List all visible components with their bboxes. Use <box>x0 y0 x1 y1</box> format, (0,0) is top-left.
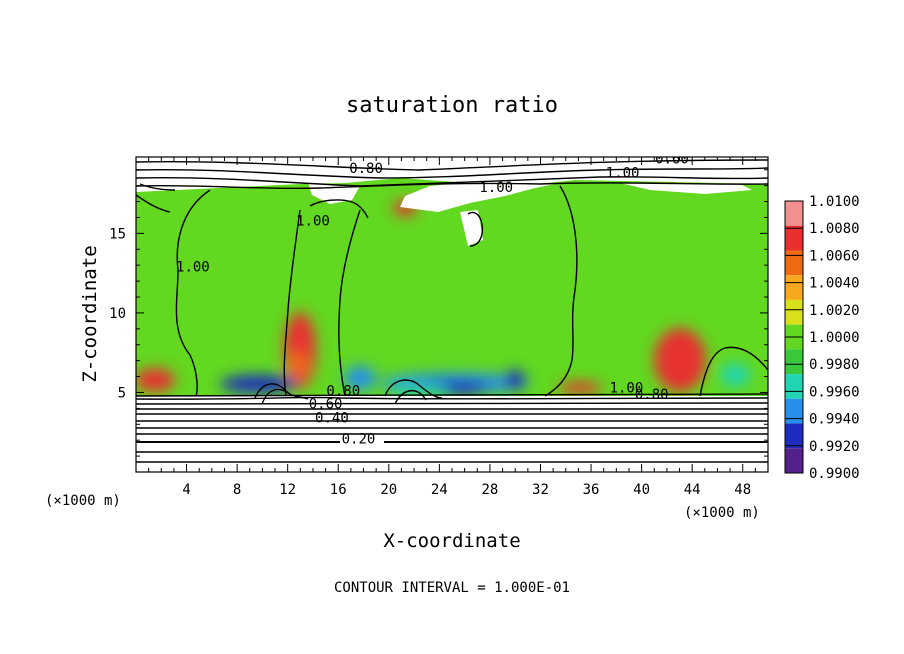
x-tick-label: 4 <box>182 482 190 498</box>
contour-label: 0.60 <box>309 396 343 412</box>
colorbar-level-label: 1.0020 <box>809 303 860 319</box>
x-tick-label: 8 <box>233 482 241 498</box>
contour-label: 0.80 <box>349 161 383 177</box>
contour-label: 1.00 <box>479 180 513 196</box>
x-tick-label: 40 <box>633 482 650 498</box>
x-tick-label: 20 <box>380 482 397 498</box>
colorbar-level-label: 0.9900 <box>809 466 860 482</box>
colorbar-swatch <box>785 423 803 449</box>
contour-label: 1.00 <box>176 260 210 276</box>
y-tick-label: 5 <box>118 385 126 401</box>
x-axis: 4 8 12 16 20 24 28 32 36 40 44 48 <box>148 157 756 498</box>
y-axis: 5 10 15 <box>109 169 768 457</box>
contour-lines <box>136 159 768 463</box>
contour-label: 0.80 <box>326 384 360 400</box>
colorbar: 1.0100 1.0080 1.0060 1.0040 1.0020 1.0000 0.99… <box>784 194 860 482</box>
x-tick-label: 12 <box>279 482 296 498</box>
x-tick-label: 28 <box>481 482 498 498</box>
x-tick-label: 48 <box>734 482 751 498</box>
y-axis-label: Z-coordinate <box>79 245 101 382</box>
colorbar-level-label: 1.0100 <box>809 194 860 210</box>
heatmap-field: 0.800.601.001.001.001.000.800.600.400.20… <box>136 151 768 472</box>
colorbar-swatch <box>785 349 803 375</box>
colorbar-level-label: 0.9920 <box>809 439 860 455</box>
colorbar-level-label: 1.0080 <box>809 221 860 237</box>
contour-label: 0.40 <box>315 411 349 427</box>
contour-label: 0.80 <box>635 387 669 403</box>
colorbar-swatch <box>785 398 803 424</box>
contour-label: 1.00 <box>296 213 330 229</box>
x-axis-label: X-coordinate <box>383 530 520 552</box>
x-tick-label: 36 <box>583 482 600 498</box>
colorbar-level-label: 1.0060 <box>809 248 860 264</box>
x-unit-left: (×1000 m) <box>45 493 121 509</box>
y-tick-label: 15 <box>109 226 126 242</box>
colorbar-swatch <box>785 448 803 473</box>
chart-title: saturation ratio <box>346 93 558 118</box>
contour-label: 0.60 <box>655 151 689 167</box>
contour-label: 1.00 <box>610 380 644 396</box>
colorbar-level-label: 0.9960 <box>809 384 860 400</box>
colorbar-swatch <box>785 299 803 325</box>
colorbar-swatch <box>785 275 803 300</box>
y-tick-label: 10 <box>109 306 126 322</box>
colorbar-level-label: 1.0000 <box>809 330 860 346</box>
colorbar-swatch <box>785 201 803 226</box>
x-tick-label: 16 <box>330 482 347 498</box>
colorbar-swatch <box>785 250 803 276</box>
contour-label: 1.00 <box>606 166 640 182</box>
contour-interval-note: CONTOUR INTERVAL = 1.000E-01 <box>334 580 570 596</box>
colorbar-level-label: 1.0040 <box>809 276 860 292</box>
x-unit-right: (×1000 m) <box>684 505 760 521</box>
colorbar-level-label: 0.9980 <box>809 357 860 373</box>
colorbar-level-label: 0.9940 <box>809 412 860 428</box>
x-tick-label: 24 <box>431 482 448 498</box>
colorbar-swatch <box>785 225 803 251</box>
contour-label: 0.20 <box>342 431 376 447</box>
colorbar-swatch <box>785 374 803 399</box>
x-tick-label: 32 <box>532 482 549 498</box>
x-tick-label: 44 <box>684 482 701 498</box>
